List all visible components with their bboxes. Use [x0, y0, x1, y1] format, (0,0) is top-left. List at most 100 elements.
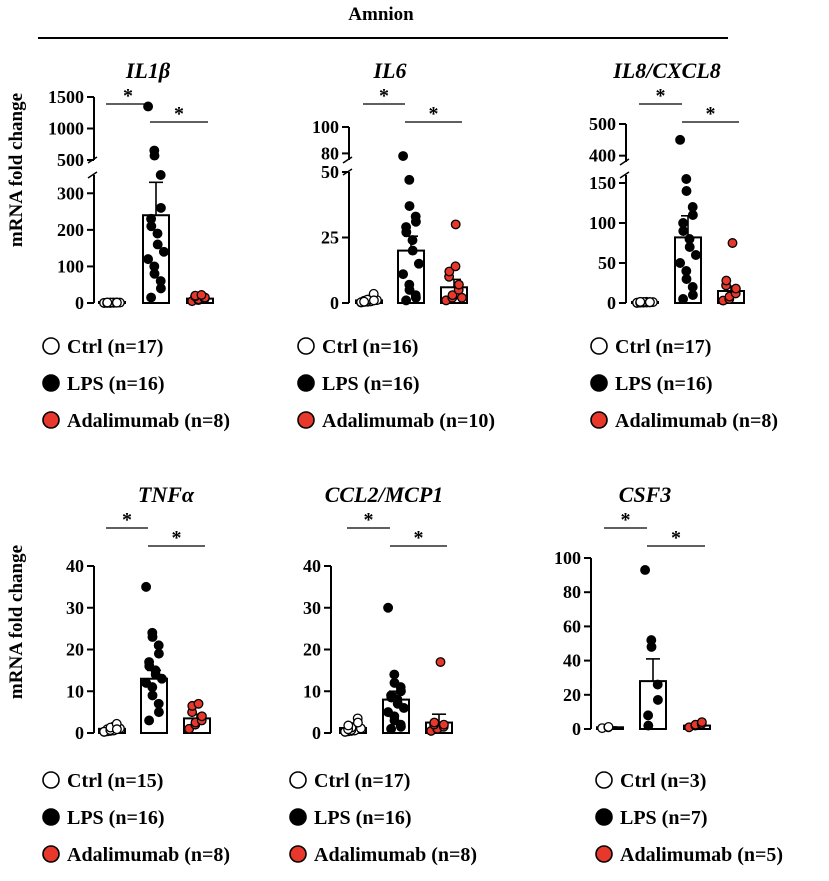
- y-tick-label: 0: [75, 293, 84, 313]
- ylabel-bottom: mRNA fold change: [6, 545, 27, 699]
- y-tick-label: 0: [312, 723, 321, 743]
- point-lps: [640, 565, 651, 575]
- axis-break-mark: [87, 171, 98, 179]
- sig-star: *: [621, 509, 631, 531]
- point-adalimumab: [696, 717, 707, 728]
- y-axis: 500 1000 1500 0 100 200 300: [48, 87, 98, 313]
- legend-label-ctrl: Ctrl (n=17): [615, 336, 711, 358]
- point-lps: [678, 218, 689, 228]
- point-lps: [652, 694, 663, 705]
- y-tick-label: 40: [563, 651, 581, 671]
- legend-marker-adalimumab: [42, 845, 60, 863]
- point-ctrl: [359, 296, 370, 307]
- legend-label-lps: LPS (n=16): [67, 807, 165, 829]
- legend-label-lps: LPS (n=16): [67, 373, 165, 395]
- point-lps: [643, 710, 654, 721]
- legend: Ctrl (n=17) LPS (n=16) Adalimumab (n=8): [289, 770, 477, 866]
- panel-title: IL8/CXCL8: [612, 58, 721, 83]
- panel-il6: IL6 80 100 0 25 50 * * Ctrl (n=16) LPS (n=16) Adal…: [297, 58, 495, 432]
- y-tick-label: 1500: [48, 87, 84, 107]
- point-ctrl: [603, 721, 614, 732]
- point-ctrl: [111, 724, 122, 735]
- figure-title: Amnion: [348, 4, 414, 25]
- point-lps: [681, 186, 692, 196]
- legend-label-adalimumab: Adalimumab (n=10): [322, 410, 495, 432]
- point-lps: [413, 258, 424, 269]
- legend-marker-adalimumab: [42, 411, 60, 429]
- panel-il1-: IL1β 500 1000 1500 0 100 200 300 * * Ctrl (n=17) LP…: [42, 58, 230, 432]
- legend-marker-adalimumab: [590, 411, 608, 429]
- legend-label-ctrl: Ctrl (n=17): [314, 770, 410, 792]
- y-tick-label: 80: [321, 143, 339, 163]
- sig-star: *: [706, 103, 716, 125]
- sig-star: *: [414, 527, 424, 549]
- legend-marker-lps: [590, 374, 608, 392]
- point-lps: [386, 723, 397, 734]
- legend-marker-lps: [297, 374, 315, 392]
- y-tick-label: 1000: [48, 119, 84, 139]
- legend-label-adalimumab: Adalimumab (n=8): [67, 410, 230, 432]
- point-adalimumab: [730, 283, 741, 294]
- point-lps: [395, 721, 406, 732]
- point-lps: [404, 284, 415, 295]
- y-tick-label: 20: [66, 640, 84, 660]
- point-lps: [690, 250, 701, 260]
- point-lps: [410, 292, 421, 303]
- point-lps: [646, 641, 657, 652]
- point-lps: [149, 268, 160, 279]
- point-ctrl: [644, 297, 655, 308]
- point-lps: [687, 202, 698, 212]
- y-tick-label: 100: [57, 256, 84, 276]
- sig-star: *: [122, 509, 132, 531]
- y-tick-label: 0: [607, 293, 616, 313]
- point-lps: [684, 234, 695, 244]
- legend-marker-lps: [595, 808, 613, 826]
- y-tick-label: 500: [589, 114, 616, 134]
- point-lps: [684, 242, 695, 252]
- point-adalimumab: [456, 292, 467, 303]
- point-lps: [678, 226, 689, 236]
- legend-label-ctrl: Ctrl (n=15): [67, 770, 163, 792]
- y-tick-label: 40: [303, 556, 321, 576]
- point-lps: [407, 235, 418, 246]
- point-adalimumab: [450, 261, 461, 272]
- sig-star: *: [656, 85, 666, 107]
- point-lps: [152, 239, 163, 250]
- point-adalimumab: [196, 290, 207, 300]
- panel-title: IL6: [373, 58, 407, 83]
- axis-break-mark: [619, 158, 630, 166]
- point-lps: [153, 640, 164, 651]
- point-lps: [675, 258, 686, 268]
- point-lps: [152, 228, 163, 239]
- y-tick-label: 300: [57, 183, 84, 203]
- y-tick-label: 60: [563, 616, 581, 636]
- panel-title: CSF3: [619, 482, 672, 507]
- point-lps: [155, 170, 166, 180]
- legend: Ctrl (n=3) LPS (n=7) Adalimumab (n=5): [595, 770, 783, 866]
- legend-marker-ctrl: [289, 771, 307, 789]
- point-lps: [147, 682, 158, 693]
- y-tick-label: 0: [330, 293, 339, 313]
- y-tick-label: 50: [598, 253, 616, 273]
- sig-star: *: [172, 527, 182, 549]
- point-lps: [143, 254, 154, 265]
- point-lps: [687, 282, 698, 292]
- legend-label-ctrl: Ctrl (n=16): [322, 336, 418, 358]
- legend-marker-adalimumab: [289, 845, 307, 863]
- y-axis: 400 500 0 50 100 150: [589, 114, 630, 313]
- point-lps: [153, 698, 164, 709]
- panel-title: TNFα: [138, 482, 195, 507]
- legend: Ctrl (n=16) LPS (n=16) Adalimumab (n=10): [297, 336, 495, 432]
- legend-label-adalimumab: Adalimumab (n=5): [620, 844, 783, 866]
- ylabel-top: mRNA fold change: [6, 93, 27, 247]
- point-lps: [158, 246, 169, 257]
- point-adalimumab: [193, 698, 204, 709]
- legend-marker-adalimumab: [297, 411, 315, 429]
- sig-star: *: [364, 509, 374, 531]
- point-lps: [681, 174, 692, 184]
- legend-marker-ctrl: [42, 337, 60, 355]
- panel-ccl2-mcp1: CCL2/MCP1 0 10 20 30 40 * * Ctrl (n=17) LPS (n=16…: [289, 482, 477, 866]
- point-adalimumab: [444, 266, 455, 277]
